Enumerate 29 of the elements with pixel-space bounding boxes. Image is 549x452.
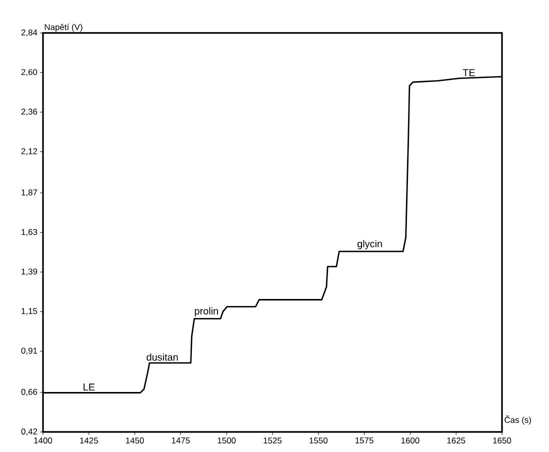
x-tick-label: 1475: [172, 438, 190, 444]
x-tick-label: 1400: [34, 438, 52, 444]
x-tick-label: 1525: [264, 438, 282, 444]
x-tick-label: 1450: [126, 438, 144, 444]
y-tick-label: 2,84: [21, 29, 38, 36]
x-tick-label: 1600: [401, 438, 420, 444]
y-tick-label: 1,87: [22, 189, 38, 196]
y-tick-label: 0,91: [21, 348, 38, 355]
x-tick-label: 1550: [310, 438, 328, 444]
x-tick-label: 1575: [356, 438, 374, 444]
y-tick-label: 1,39: [22, 268, 38, 276]
annotation: prolin: [194, 307, 218, 317]
annotation: LE: [84, 384, 95, 391]
annotation: TE: [462, 69, 475, 76]
x-axis-title: Čas (s): [504, 415, 531, 425]
y-tick-label: 0,42: [21, 428, 38, 436]
annotation: glycin: [358, 240, 382, 250]
x-tick-label: 1650: [493, 438, 512, 444]
y-tick-label: 2,12: [21, 148, 38, 156]
y-tick-label: 1,63: [22, 228, 38, 236]
x-tick-label: 1500: [218, 438, 236, 444]
x-tick-label: 1425: [80, 438, 98, 444]
y-tick-label: 1,15: [22, 308, 38, 316]
y-tick-label: 2,60: [21, 69, 38, 76]
y-tick-label: 0,66: [21, 388, 38, 396]
y-tick-label: 2,36: [21, 108, 38, 116]
x-tick-label: 1625: [447, 438, 466, 444]
annotation: dusitan: [146, 353, 178, 361]
y-axis-title: Napětí (V): [44, 24, 82, 32]
